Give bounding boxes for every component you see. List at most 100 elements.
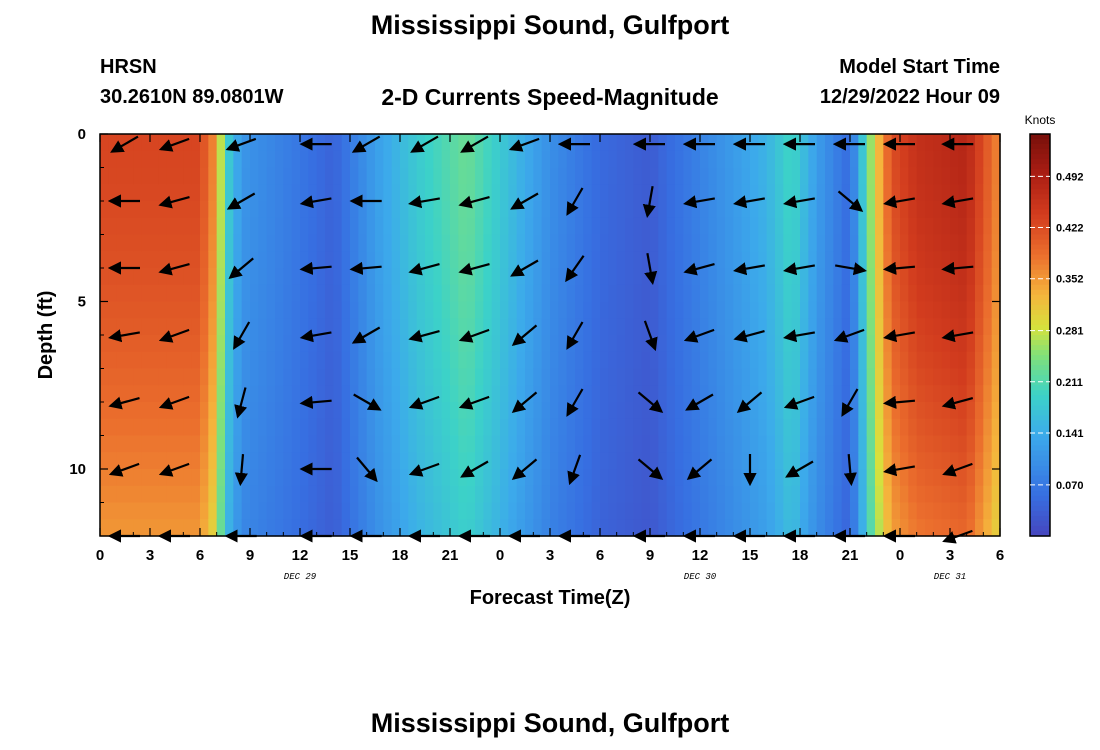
heatmap-cell <box>150 351 159 370</box>
heatmap-cell <box>833 150 843 169</box>
heatmap-cell <box>308 150 318 169</box>
colorbar-segment <box>1030 234 1050 241</box>
heatmap-cell <box>816 502 826 520</box>
heatmap-cell <box>800 318 809 336</box>
heatmap-cell <box>775 234 784 252</box>
heatmap-cell <box>750 251 759 269</box>
heatmap-cell <box>166 502 176 520</box>
current-arrow <box>356 456 378 483</box>
date-label: DEC 31 <box>934 572 966 582</box>
heatmap-cell <box>166 335 176 353</box>
heatmap-cell <box>816 469 826 487</box>
heatmap-cell <box>425 385 434 403</box>
heatmap-cell <box>941 234 951 252</box>
heatmap-cell <box>633 268 643 286</box>
heatmap-cell <box>450 184 459 202</box>
heatmap-cell <box>416 150 426 169</box>
heatmap-cell <box>708 351 718 370</box>
colorbar-segment <box>1030 184 1050 190</box>
heatmap-cell <box>116 284 126 303</box>
heatmap-cell <box>258 318 268 336</box>
heatmap-cell <box>391 385 401 403</box>
heatmap-cell <box>708 268 718 286</box>
heatmap-cell <box>158 184 168 202</box>
heatmap-cell <box>916 318 926 336</box>
heatmap-cell <box>983 318 993 336</box>
heatmap-cell <box>983 469 993 487</box>
heatmap-cell <box>550 134 559 152</box>
heatmap-cell <box>583 284 593 303</box>
heatmap-cell <box>233 134 243 152</box>
heatmap-cell <box>541 335 551 353</box>
heatmap-cell <box>658 284 668 303</box>
x-axis-label: Forecast Time(Z) <box>470 587 631 609</box>
heatmap-cell <box>158 519 168 537</box>
colorbar-segment <box>1030 169 1050 175</box>
heatmap-cell <box>675 452 684 470</box>
heatmap-cell <box>183 402 193 420</box>
heatmap-cell <box>666 134 676 152</box>
heatmap-cell <box>841 184 851 202</box>
heatmap-cell <box>950 519 959 537</box>
heatmap-cell <box>150 435 159 453</box>
heatmap-cell <box>491 418 501 437</box>
colorbar-segment <box>1030 304 1050 311</box>
heatmap-cell <box>591 184 601 202</box>
heatmap-cell <box>733 469 743 487</box>
heatmap-cell <box>516 502 526 520</box>
heatmap-cell <box>441 469 451 487</box>
current-arrow <box>941 195 974 209</box>
heatmap-cell <box>458 150 468 169</box>
heatmap-cell <box>450 418 459 437</box>
heatmap-cell <box>975 335 984 353</box>
heatmap-cell <box>416 368 426 386</box>
heatmap-cell <box>658 134 668 152</box>
heatmap-cell <box>441 301 451 319</box>
heatmap-cell <box>158 402 168 420</box>
heatmap-cell <box>816 402 826 420</box>
heatmap-cell <box>625 368 634 386</box>
heatmap-cell <box>166 385 176 403</box>
heatmap-cell <box>308 385 318 403</box>
heatmap-cell <box>108 418 118 437</box>
heatmap-cell <box>225 502 234 520</box>
heatmap-cell <box>458 201 468 219</box>
heatmap-cell <box>958 469 968 487</box>
heatmap-cell <box>775 385 784 403</box>
heatmap-cell <box>783 234 793 252</box>
heatmap-cell <box>183 351 193 370</box>
heatmap-cell <box>508 385 518 403</box>
heatmap-cell <box>591 452 601 470</box>
heatmap-cell <box>158 217 168 236</box>
heatmap-cell <box>291 301 301 319</box>
heatmap-cell <box>375 435 384 453</box>
heatmap-cell <box>266 402 276 420</box>
heatmap-cell <box>200 351 209 370</box>
heatmap-cell <box>883 268 893 286</box>
heatmap-cell <box>916 268 926 286</box>
heatmap-cell <box>975 402 984 420</box>
heatmap-cell <box>641 385 651 403</box>
heatmap-cell <box>316 150 326 169</box>
heatmap-cell <box>325 268 334 286</box>
heatmap-cell <box>141 469 151 487</box>
heatmap-cell <box>233 184 243 202</box>
heatmap-cell <box>691 268 701 286</box>
heatmap-cell <box>975 469 984 487</box>
colorbar-segment <box>1030 204 1050 210</box>
heatmap-cell <box>166 201 176 219</box>
heatmap-cell <box>175 335 184 353</box>
heatmap-cell <box>541 452 551 470</box>
heatmap-cell <box>900 452 909 470</box>
heatmap-cell <box>258 201 268 219</box>
heatmap-cell <box>791 184 801 202</box>
heatmap-cell <box>100 418 109 437</box>
heatmap-cell <box>516 234 526 252</box>
heatmap-cell <box>341 402 351 420</box>
y-axis-label: Depth (ft) <box>35 291 57 380</box>
heatmap-cell <box>758 418 768 437</box>
heatmap-cell <box>133 268 143 286</box>
heatmap-cell <box>866 452 876 470</box>
heatmap-cell <box>358 469 368 487</box>
heatmap-cell <box>108 485 118 504</box>
